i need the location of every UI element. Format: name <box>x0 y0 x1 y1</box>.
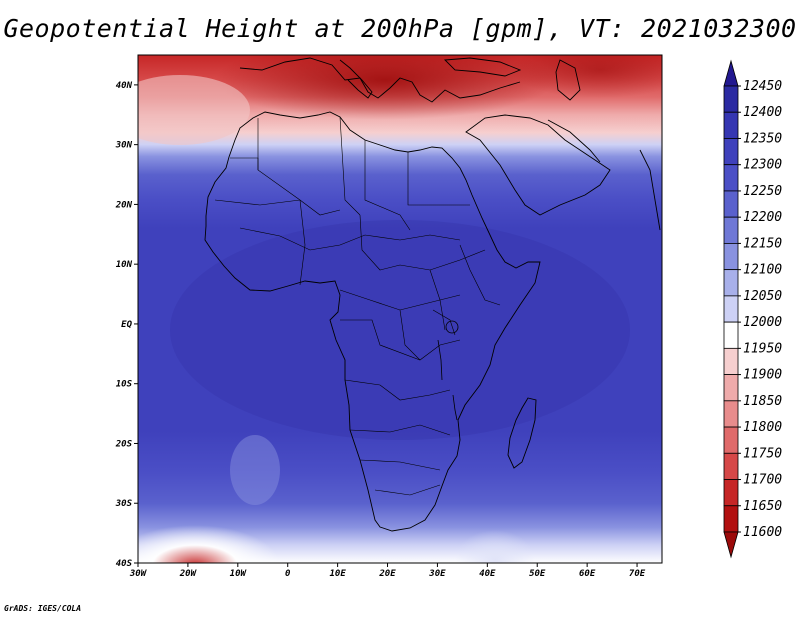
lon-tick-label: 10E <box>329 569 346 579</box>
colorbar-label: 11850 <box>743 394 782 409</box>
lon-tick-label: 60E <box>579 569 596 579</box>
lat-tick-label: 40S <box>116 559 133 569</box>
colorbar-label: 12150 <box>743 236 782 251</box>
black-sea-coast <box>443 57 522 77</box>
lon-tick-label: 0 <box>285 569 291 579</box>
colorbar-label: 11950 <box>743 341 782 356</box>
lat-tick-label: 30S <box>115 499 133 509</box>
colorbar-label: 12000 <box>743 315 782 330</box>
borders <box>214 116 501 496</box>
caspian-coast <box>555 59 581 101</box>
colorbar-bottom-arrow <box>723 531 739 559</box>
lon-tick-label: 20E <box>378 569 396 579</box>
axis-ticks: 30W 20W 10W 0 10E 20E 30E 40E 50E 60E 70E 40N 30N 20N… <box>115 81 646 579</box>
colorbar-swatch <box>723 164 739 192</box>
lon-tick-label: 30W <box>129 569 148 579</box>
indian-ocean-low <box>455 530 535 563</box>
colorbar-label: 11650 <box>743 499 782 514</box>
tropical-core <box>170 220 630 440</box>
persian-gulf-coast <box>547 119 601 163</box>
chart-title: Geopotential Height at 200hPa [gpm], VT:… <box>3 14 797 43</box>
africa-coast <box>204 111 541 532</box>
europe-coast <box>239 57 521 103</box>
madagascar-coast <box>507 397 537 469</box>
lakes <box>437 320 459 421</box>
colorbar-swatch <box>723 374 739 402</box>
coastlines <box>204 57 661 532</box>
atlantic-low <box>138 525 280 563</box>
india-coast <box>639 149 661 231</box>
lon-tick-label: 10W <box>230 569 248 579</box>
colorbar-label: 12450 <box>743 79 782 94</box>
south-atlantic-swirl <box>230 435 280 505</box>
atlantic-pink <box>138 75 250 145</box>
lat-tick-label: 30N <box>115 141 133 151</box>
colorbar-swatch <box>723 138 739 166</box>
colorbar: 12450 12400 12350 12300 12250 12200 12150 12100… <box>723 59 782 559</box>
lon-tick-label: 40E <box>479 569 496 579</box>
colorbar-top-arrow <box>723 59 739 87</box>
colorbar-label: 12300 <box>743 158 782 173</box>
colorbar-label: 12350 <box>743 131 782 146</box>
map-frame <box>137 54 663 564</box>
colorbar-swatch <box>723 295 739 323</box>
colorbar-swatch <box>723 321 739 349</box>
colorbar-label: 11900 <box>743 368 782 383</box>
colorbar-swatch <box>723 111 739 139</box>
colorbar-swatch <box>723 243 739 271</box>
lon-tick-label: 70E <box>629 569 646 579</box>
colorbar-swatch <box>723 479 739 507</box>
colorbar-swatch <box>723 505 739 533</box>
colorbar-label: 11750 <box>743 446 782 461</box>
lat-tick-label: 10S <box>116 380 133 390</box>
colorbar-swatch <box>723 426 739 454</box>
italy-coast <box>339 59 373 99</box>
lon-tick-label: 30E <box>428 569 446 579</box>
colorbar-swatch <box>723 452 739 480</box>
colorbar-label: 12400 <box>743 105 782 120</box>
colorbar-swatch <box>723 347 739 375</box>
map-area <box>138 55 662 563</box>
lon-tick-label: 50E <box>529 569 546 579</box>
colorbar-swatch <box>723 85 739 113</box>
colorbar-label: 12200 <box>743 210 782 225</box>
colorbar-swatch <box>723 216 739 244</box>
colorbar-label: 12100 <box>743 263 782 278</box>
mediterranean-trough <box>215 55 555 120</box>
lat-tick-label: 10N <box>116 260 133 270</box>
middle-east-trough <box>510 55 662 98</box>
lat-tick-label: EQ <box>121 320 132 330</box>
colorbar-swatch <box>723 269 739 297</box>
colorbar-label: 12050 <box>743 289 782 304</box>
height-field <box>138 55 662 563</box>
lat-tick-label: 40N <box>116 81 133 91</box>
colorbar-swatch <box>723 190 739 218</box>
colorbar-label: 12250 <box>743 184 782 199</box>
lat-tick-label: 20N <box>115 200 133 210</box>
colorbar-label: 11600 <box>743 525 782 540</box>
colorbar-label: 11700 <box>743 473 782 488</box>
colorbar-label: 11800 <box>743 420 782 435</box>
lat-tick-label: 20S <box>115 439 133 449</box>
arabia-coast <box>465 114 611 216</box>
lon-tick-label: 20W <box>179 569 198 579</box>
footer-credit: GrADS: IGES/COLA <box>4 604 82 613</box>
colorbar-swatch <box>723 400 739 428</box>
